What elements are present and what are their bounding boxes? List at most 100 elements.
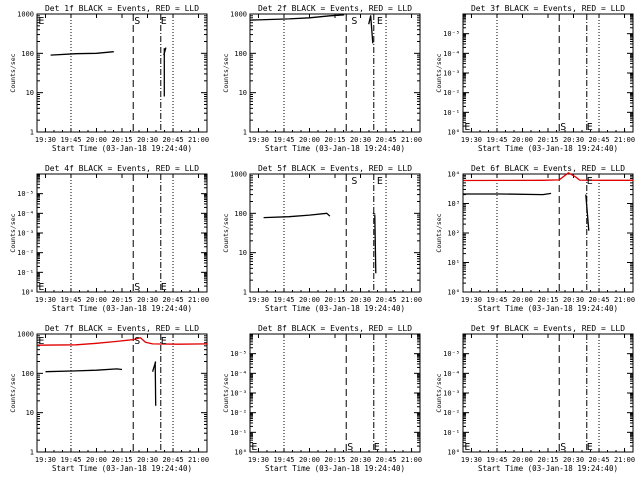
x-tick-label: 20:45: [375, 456, 396, 464]
y-tick-label: 100: [21, 50, 34, 58]
x-tick-label: 19:30: [35, 296, 56, 304]
y-tick-label: 10⁻¹: [443, 109, 460, 117]
y-tick-label: 10⁻²: [230, 409, 247, 417]
marker-e: E: [38, 282, 44, 293]
y-tick-label: 10⁰: [447, 449, 460, 457]
x-tick-label: 20:45: [375, 136, 396, 144]
x-tick-label: 19:30: [248, 136, 269, 144]
y-tick-label: 10⁻⁵: [443, 350, 460, 358]
y-tick-label: 10: [239, 89, 247, 97]
y-tick-label: 10⁻¹: [443, 429, 460, 437]
panel-title: Det 2f BLACK = Events, RED = LLD: [258, 4, 412, 13]
y-tick-label: 1000: [17, 331, 34, 339]
y-axis-label: Counts/sec: [9, 213, 17, 252]
y-tick-label: 10⁻⁵: [230, 350, 247, 358]
y-tick-label: 1000: [230, 11, 247, 19]
x-tick-label: 19:30: [248, 296, 269, 304]
marker-s: S: [560, 122, 566, 133]
x-tick-label: 20:15: [537, 456, 558, 464]
y-tick-label: 10⁻⁴: [17, 210, 34, 218]
x-tick-label: 20:00: [86, 456, 107, 464]
panel-title: Det 1f BLACK = Events, RED = LLD: [45, 4, 199, 13]
x-tick-label: 19:30: [35, 456, 56, 464]
y-tick-label: 10⁻⁴: [443, 370, 460, 378]
panel-title: Det 3f BLACK = Events, RED = LLD: [471, 4, 625, 13]
x-axis-label: Start Time (03-Jan-18 19:24:40): [478, 144, 618, 153]
panel-title: Det 6f BLACK = Events, RED = LLD: [471, 164, 625, 173]
x-tick-label: 20:30: [563, 296, 584, 304]
x-tick-label: 19:45: [273, 296, 294, 304]
y-tick-label: 100: [21, 370, 34, 378]
series-events-segment: [585, 194, 590, 231]
x-tick-label: 20:15: [324, 296, 345, 304]
y-tick-label: 10³: [447, 200, 460, 208]
x-axis-label: Start Time (03-Jan-18 19:24:40): [52, 464, 192, 473]
x-tick-label: 21:00: [614, 296, 635, 304]
y-tick-label: 100: [234, 210, 247, 218]
y-tick-label: 1: [243, 129, 247, 137]
marker-e: E: [374, 442, 380, 453]
series-events-segment: [368, 15, 374, 44]
x-tick-label: 20:15: [324, 136, 345, 144]
detector-panel-4: Det 4f BLACK = Events, RED = LLD 19:30 19:…: [9, 164, 209, 313]
x-tick-label: 20:30: [350, 456, 371, 464]
x-tick-label: 20:45: [588, 456, 609, 464]
x-tick-label: 20:15: [111, 296, 132, 304]
y-tick-label: 10⁻²: [443, 409, 460, 417]
y-tick-label: 1000: [230, 171, 247, 179]
y-tick-label: 100: [234, 50, 247, 58]
y-axis-label: Counts/sec: [9, 373, 17, 412]
x-tick-label: 20:15: [111, 136, 132, 144]
x-tick-label: 20:15: [111, 456, 132, 464]
plot-frame: [462, 13, 634, 133]
y-axis-label: Counts/sec: [9, 53, 17, 92]
marker-e: E: [587, 122, 593, 133]
plot-frame: [36, 13, 208, 133]
series-events-segment: [50, 51, 114, 56]
series-events-segment: [154, 362, 157, 406]
x-tick-label: 19:45: [60, 296, 81, 304]
y-tick-label: 10⁻⁵: [443, 30, 460, 38]
detector-panel-9: Det 9f BLACK = Events, RED = LLD 19:30 19:…: [435, 324, 635, 473]
plot-frame: [249, 333, 421, 453]
y-tick-label: 10⁻³: [443, 390, 460, 398]
series-events-segment: [250, 14, 345, 21]
panel-title: Det 5f BLACK = Events, RED = LLD: [258, 164, 412, 173]
y-tick-label: 10⁻²: [17, 249, 34, 257]
y-tick-label: 1: [243, 289, 247, 297]
x-tick-label: 20:30: [563, 456, 584, 464]
x-tick-label: 21:00: [614, 136, 635, 144]
detector-panel-8: Det 8f BLACK = Events, RED = LLD 19:30 19:…: [222, 324, 422, 473]
panel-title: Det 4f BLACK = Events, RED = LLD: [45, 164, 199, 173]
marker-e: E: [587, 442, 593, 453]
detector-panel-5: Det 5f BLACK = Events, RED = LLD 19:30 19:…: [222, 164, 422, 313]
series-lld-segment: [37, 337, 208, 346]
y-axis-label: Counts/sec: [222, 373, 230, 412]
marker-e: E: [161, 336, 167, 347]
y-tick-label: 1: [30, 129, 34, 137]
x-tick-label: 19:30: [461, 296, 482, 304]
x-tick-label: 19:30: [461, 456, 482, 464]
x-tick-label: 20:00: [512, 296, 533, 304]
y-tick-label: 10⁻⁴: [230, 370, 247, 378]
y-axis-label: Counts/sec: [222, 53, 230, 92]
marker-s: S: [351, 176, 357, 187]
x-tick-label: 19:30: [461, 136, 482, 144]
x-tick-label: 20:30: [350, 296, 371, 304]
y-axis-label: Counts/sec: [435, 53, 443, 92]
plot-frame: [36, 173, 208, 293]
x-axis-label: Start Time (03-Jan-18 19:24:40): [265, 304, 405, 313]
x-tick-label: 20:45: [375, 296, 396, 304]
panel-title: Det 7f BLACK = Events, RED = LLD: [45, 324, 199, 333]
x-tick-label: 20:00: [86, 296, 107, 304]
marker-s: S: [351, 16, 357, 27]
x-tick-label: 20:00: [512, 456, 533, 464]
x-tick-label: 21:00: [401, 296, 422, 304]
y-tick-label: 10⁻³: [17, 230, 34, 238]
x-tick-label: 20:45: [162, 456, 183, 464]
plot-frame: [462, 333, 634, 453]
x-tick-label: 19:45: [60, 456, 81, 464]
y-tick-label: 10⁰: [234, 449, 247, 457]
x-tick-label: 20:45: [162, 136, 183, 144]
